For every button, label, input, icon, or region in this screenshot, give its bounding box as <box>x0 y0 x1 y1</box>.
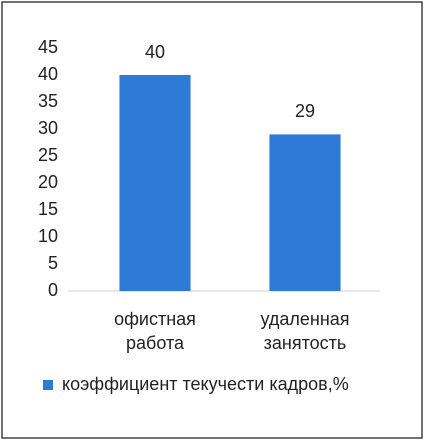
y-tick-label: 25 <box>38 145 58 165</box>
data-label: 40 <box>145 42 165 62</box>
bar <box>269 134 341 291</box>
y-tick-label: 10 <box>38 226 58 246</box>
y-tick-label: 15 <box>38 199 58 219</box>
y-tick-label: 40 <box>38 64 58 84</box>
data-label: 29 <box>295 101 315 121</box>
x-tick-label: офистная работа <box>114 309 196 353</box>
legend-swatch <box>43 380 53 390</box>
x-tick-label: удаленная занятость <box>260 309 350 353</box>
y-tick-label: 30 <box>38 118 58 138</box>
y-tick-label: 5 <box>48 253 58 273</box>
chart-border <box>1 1 423 439</box>
y-tick-label: 0 <box>48 280 58 300</box>
y-tick-label: 35 <box>38 91 58 111</box>
legend-label: коэффициент текучести кадров,% <box>62 374 349 394</box>
y-tick-label: 45 <box>38 37 58 57</box>
bar <box>119 75 191 291</box>
y-tick-label: 20 <box>38 172 58 192</box>
